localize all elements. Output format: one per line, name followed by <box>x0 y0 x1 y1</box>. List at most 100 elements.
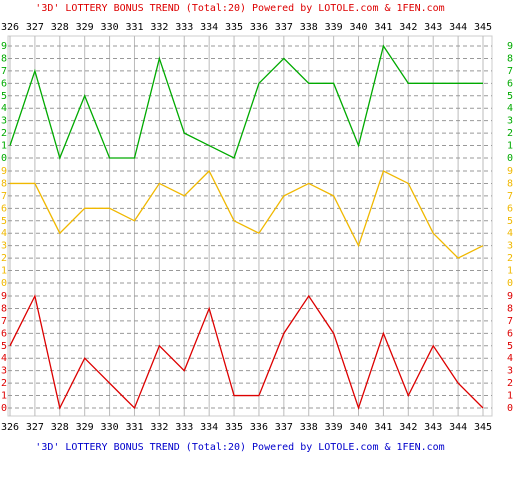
x-tick-label: 340 <box>349 422 367 433</box>
y-tick-label: 1 <box>1 141 7 152</box>
y-tick-label: 0 <box>507 153 513 164</box>
x-tick-label: 330 <box>101 22 119 33</box>
y-tick-label: 9 <box>507 291 513 302</box>
y-tick-label: 8 <box>1 303 7 314</box>
y-tick-label: 8 <box>1 178 7 189</box>
chart-title: '3D' LOTTERY BONUS TREND (Total:20) Powe… <box>35 3 444 14</box>
x-tick-label: 326 <box>1 22 19 33</box>
y-tick-label: 6 <box>507 203 513 214</box>
x-tick-label: 331 <box>125 422 143 433</box>
x-tick-label: 328 <box>51 22 69 33</box>
x-tick-label: 337 <box>275 22 293 33</box>
y-tick-label: 6 <box>507 78 513 89</box>
x-tick-label: 334 <box>200 22 218 33</box>
y-tick-label: 9 <box>507 41 513 52</box>
y-tick-label: 6 <box>507 328 513 339</box>
y-tick-label: 0 <box>507 278 513 289</box>
y-tick-label: 3 <box>1 366 7 377</box>
y-tick-label: 5 <box>507 216 513 227</box>
trend-line <box>10 169 484 259</box>
x-tick-label: 327 <box>26 22 44 33</box>
y-tick-label: 4 <box>1 103 7 114</box>
chart-footer: '3D' LOTTERY BONUS TREND (Total:20) Powe… <box>35 442 444 453</box>
y-tick-label: 6 <box>1 328 7 339</box>
y-tick-label: 9 <box>1 166 7 177</box>
y-tick-label: 4 <box>507 228 513 239</box>
y-tick-label: 8 <box>1 53 7 64</box>
y-tick-label: 8 <box>507 303 513 314</box>
y-tick-label: 1 <box>1 266 7 277</box>
x-tick-label: 336 <box>250 22 268 33</box>
x-tick-label: 329 <box>76 22 94 33</box>
y-tick-label: 9 <box>507 166 513 177</box>
y-tick-label: 0 <box>1 153 7 164</box>
y-tick-label: 3 <box>1 116 7 127</box>
y-tick-label: 7 <box>507 316 513 327</box>
y-tick-label: 0 <box>1 403 7 414</box>
y-tick-label: 9 <box>1 291 7 302</box>
y-tick-label: 5 <box>1 91 7 102</box>
y-tick-label: 2 <box>507 128 513 139</box>
x-tick-label: 338 <box>300 422 318 433</box>
y-tick-label: 8 <box>507 178 513 189</box>
y-tick-label: 3 <box>1 241 7 252</box>
y-tick-label: 4 <box>1 353 7 364</box>
x-tick-label: 339 <box>325 22 343 33</box>
y-tick-label: 1 <box>1 391 7 402</box>
y-tick-label: 7 <box>1 316 7 327</box>
y-tick-label: 7 <box>1 66 7 77</box>
x-tick-label: 337 <box>275 422 293 433</box>
x-tick-label: 332 <box>150 22 168 33</box>
x-tick-label: 344 <box>449 22 467 33</box>
x-tick-label: 342 <box>399 422 417 433</box>
x-tick-label: 328 <box>51 422 69 433</box>
y-tick-label: 1 <box>507 391 513 402</box>
y-tick-label: 1 <box>507 141 513 152</box>
trend-line <box>9 294 484 411</box>
y-tick-label: 6 <box>1 78 7 89</box>
x-tick-label: 345 <box>474 22 492 33</box>
x-tick-label: 340 <box>349 22 367 33</box>
trend-line <box>9 44 483 161</box>
x-tick-label: 344 <box>449 422 467 433</box>
x-tick-label: 341 <box>374 422 392 433</box>
y-tick-label: 4 <box>507 103 513 114</box>
x-tick-label: 332 <box>150 422 168 433</box>
y-tick-label: 2 <box>507 253 513 264</box>
x-tick-label: 345 <box>474 422 492 433</box>
x-tick-label: 327 <box>26 422 44 433</box>
y-tick-label: 7 <box>507 191 513 202</box>
y-tick-label: 7 <box>507 66 513 77</box>
y-tick-label: 5 <box>1 341 7 352</box>
y-tick-label: 3 <box>507 116 513 127</box>
y-tick-label: 0 <box>507 403 513 414</box>
x-tick-label: 335 <box>225 22 243 33</box>
y-tick-label: 1 <box>507 266 513 277</box>
x-tick-label: 339 <box>325 422 343 433</box>
y-tick-label: 6 <box>1 203 7 214</box>
x-tick-label: 335 <box>225 422 243 433</box>
x-tick-label: 333 <box>175 22 193 33</box>
y-tick-label: 2 <box>507 378 513 389</box>
x-tick-label: 333 <box>175 422 193 433</box>
x-tick-label: 343 <box>424 22 442 33</box>
y-tick-label: 2 <box>1 253 7 264</box>
plot-frame <box>7 35 493 417</box>
x-tick-label: 338 <box>300 22 318 33</box>
y-tick-label: 2 <box>1 378 7 389</box>
x-tick-label: 342 <box>399 22 417 33</box>
x-tick-label: 330 <box>101 422 119 433</box>
x-tick-label: 343 <box>424 422 442 433</box>
x-tick-label: 334 <box>200 422 218 433</box>
x-tick-label: 326 <box>1 422 19 433</box>
y-tick-label: 5 <box>507 341 513 352</box>
y-tick-label: 0 <box>1 278 7 289</box>
y-tick-label: 3 <box>507 241 513 252</box>
x-tick-label: 336 <box>250 422 268 433</box>
y-tick-label: 2 <box>1 128 7 139</box>
y-tick-label: 8 <box>507 53 513 64</box>
y-tick-label: 4 <box>507 353 513 364</box>
x-tick-label: 329 <box>76 422 94 433</box>
y-tick-label: 9 <box>1 41 7 52</box>
